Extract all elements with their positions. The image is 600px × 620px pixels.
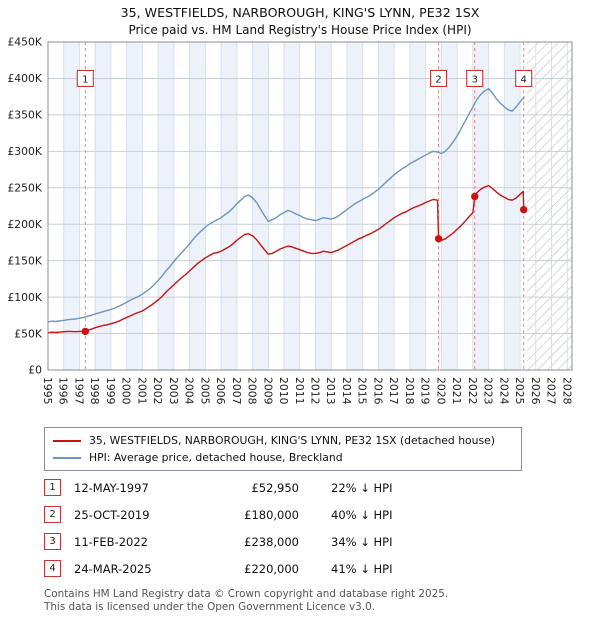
svg-text:2018: 2018	[403, 377, 416, 405]
svg-text:1: 1	[82, 74, 88, 85]
transaction-price: £180,000	[244, 507, 299, 522]
svg-text:2003: 2003	[167, 377, 180, 404]
legend-label-hpi: HPI: Average price, detached house, Brec…	[89, 451, 343, 464]
transaction-number-badge: 4	[44, 560, 61, 577]
chart-area: 1 2 3 4 £0 £50K £100K £150K £200K £250K £300K £350K…	[0, 36, 600, 430]
svg-text:2011: 2011	[293, 377, 306, 404]
svg-text:1995: 1995	[41, 377, 54, 404]
transaction-row: 3 11-FEB-2022 £238,000 34% ↓ HPI	[44, 528, 574, 555]
svg-text:2012: 2012	[309, 377, 322, 404]
svg-text:£250K: £250K	[7, 181, 42, 194]
page-subtitle: Price paid vs. HM Land Registry's House …	[128, 23, 472, 37]
transaction-hpi-delta: 41% ↓ HPI	[331, 561, 393, 576]
svg-text:2009: 2009	[261, 377, 274, 405]
svg-text:2026: 2026	[529, 377, 542, 405]
transaction-price: £238,000	[244, 534, 299, 549]
svg-text:2017: 2017	[387, 377, 400, 404]
legend-item-hpi: HPI: Average price, detached house, Brec…	[53, 449, 513, 466]
legend-label-property: 35, WESTFIELDS, NARBOROUGH, KING'S LYNN,…	[89, 434, 495, 447]
page-title: 35, WESTFIELDS, NARBOROUGH, KING'S LYNN,…	[120, 5, 480, 20]
svg-text:£100K: £100K	[7, 291, 42, 304]
svg-text:2015: 2015	[356, 377, 369, 404]
svg-text:2008: 2008	[246, 377, 259, 405]
price-hpi-chart: 1 2 3 4 £0 £50K £100K £150K £200K £250K £300K £350K…	[7, 36, 573, 405]
svg-text:1996: 1996	[57, 377, 70, 405]
svg-text:2028: 2028	[560, 377, 573, 405]
svg-text:2020: 2020	[434, 377, 447, 405]
transaction-hpi-delta: 22% ↓ HPI	[331, 480, 393, 495]
svg-text:2: 2	[435, 74, 441, 85]
svg-text:3: 3	[472, 74, 478, 85]
svg-text:2000: 2000	[120, 377, 133, 405]
svg-text:2007: 2007	[230, 377, 243, 404]
svg-text:2024: 2024	[497, 377, 510, 405]
svg-text:2025: 2025	[513, 377, 526, 404]
svg-text:2023: 2023	[482, 377, 495, 404]
svg-text:1998: 1998	[88, 377, 101, 405]
svg-text:2027: 2027	[545, 377, 558, 404]
footer-line-2: This data is licensed under the Open Gov…	[44, 601, 376, 614]
svg-text:£400K: £400K	[7, 72, 42, 85]
transaction-date: 12-MAY-1997	[74, 480, 149, 495]
svg-text:2014: 2014	[340, 377, 353, 405]
svg-text:2022: 2022	[466, 377, 479, 404]
svg-text:1997: 1997	[72, 377, 85, 404]
svg-text:2021: 2021	[450, 377, 463, 404]
svg-text:2001: 2001	[135, 377, 148, 404]
svg-text:2006: 2006	[214, 377, 227, 405]
transaction-number-badge: 1	[44, 479, 61, 496]
svg-text:£0: £0	[28, 364, 42, 377]
svg-text:2019: 2019	[419, 377, 432, 405]
svg-text:£350K: £350K	[7, 109, 42, 122]
legend-line-hpi	[53, 456, 81, 459]
legend-item-property: 35, WESTFIELDS, NARBOROUGH, KING'S LYNN,…	[53, 432, 513, 449]
svg-text:£300K: £300K	[7, 145, 42, 158]
legend-line-property	[53, 439, 81, 442]
transaction-hpi-delta: 40% ↓ HPI	[331, 507, 393, 522]
svg-text:4: 4	[521, 74, 527, 85]
transaction-date: 11-FEB-2022	[74, 534, 148, 549]
transaction-number-badge: 2	[44, 506, 61, 523]
license-footer: Contains HM Land Registry data © Crown c…	[44, 588, 448, 615]
svg-text:2016: 2016	[371, 377, 384, 405]
transaction-hpi-delta: 34% ↓ HPI	[331, 534, 393, 549]
footer-line-1: Contains HM Land Registry data © Crown c…	[44, 588, 449, 600]
transaction-row: 1 12-MAY-1997 £52,950 22% ↓ HPI	[44, 474, 574, 501]
transaction-row: 2 25-OCT-2019 £180,000 40% ↓ HPI	[44, 501, 574, 528]
svg-text:2010: 2010	[277, 377, 290, 405]
transaction-number-badge: 3	[44, 533, 61, 550]
transactions-table: 1 12-MAY-1997 £52,950 22% ↓ HPI 2 25-OCT…	[44, 474, 574, 582]
svg-text:£450K: £450K	[7, 36, 42, 49]
transaction-date: 24-MAR-2025	[74, 561, 152, 576]
transaction-date: 25-OCT-2019	[74, 507, 150, 522]
svg-text:£50K: £50K	[14, 327, 43, 340]
svg-text:£200K: £200K	[7, 218, 42, 231]
svg-text:2002: 2002	[151, 377, 164, 404]
transaction-price: £52,950	[251, 480, 299, 495]
svg-text:1999: 1999	[104, 377, 117, 405]
svg-text:£150K: £150K	[7, 254, 42, 267]
svg-text:2004: 2004	[183, 377, 196, 405]
svg-text:2013: 2013	[324, 377, 337, 404]
transaction-row: 4 24-MAR-2025 £220,000 41% ↓ HPI	[44, 555, 574, 582]
svg-text:2005: 2005	[198, 377, 211, 404]
legend-box: 35, WESTFIELDS, NARBOROUGH, KING'S LYNN,…	[44, 427, 522, 471]
transaction-price: £220,000	[244, 561, 299, 576]
